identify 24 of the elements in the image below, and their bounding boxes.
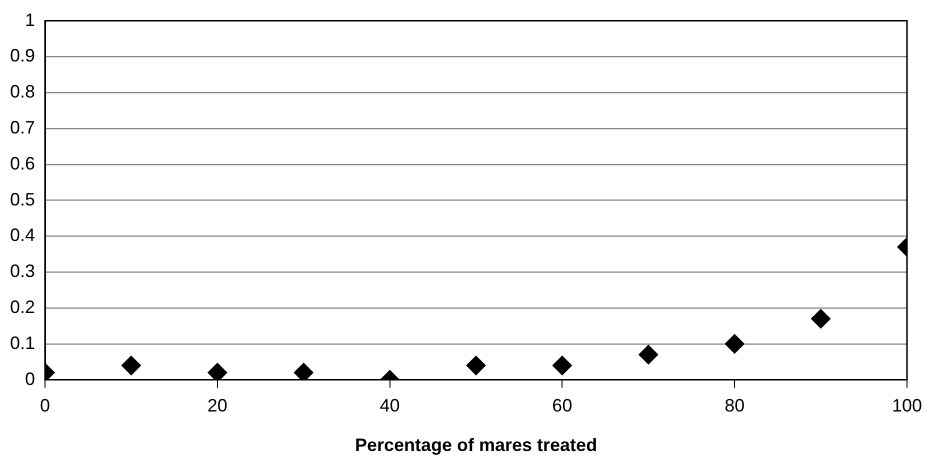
point bbox=[810, 308, 831, 329]
y-tick-label: 0 bbox=[25, 368, 36, 389]
point bbox=[552, 355, 572, 376]
x-tick-label: 100 bbox=[892, 396, 922, 416]
y-tick-label: 1 bbox=[25, 10, 36, 30]
x-axis-title: Percentage of mares treated bbox=[354, 435, 598, 456]
point bbox=[121, 355, 142, 376]
point bbox=[724, 334, 745, 354]
x-tick-label: 40 bbox=[380, 396, 400, 416]
x-tick-label: 0 bbox=[40, 396, 50, 416]
point bbox=[638, 344, 658, 365]
y-tick-label: 0.4 bbox=[10, 225, 36, 246]
point bbox=[466, 355, 486, 376]
y-tick-label: 0.8 bbox=[10, 82, 36, 102]
y-tick-label: 0.3 bbox=[10, 261, 36, 282]
x-tick-label: 60 bbox=[552, 396, 572, 416]
y-tick-label: 0.9 bbox=[10, 46, 36, 66]
y-tick-label: 0.5 bbox=[10, 189, 36, 210]
y-tick-label: 0.6 bbox=[10, 153, 36, 174]
y-tick-label: 0.7 bbox=[10, 117, 36, 138]
y-tick-label: 0.1 bbox=[10, 332, 36, 353]
x-tick-label: 80 bbox=[724, 396, 745, 416]
x-tick-label: 20 bbox=[207, 396, 228, 416]
y-tick-label: 0.2 bbox=[10, 296, 36, 317]
